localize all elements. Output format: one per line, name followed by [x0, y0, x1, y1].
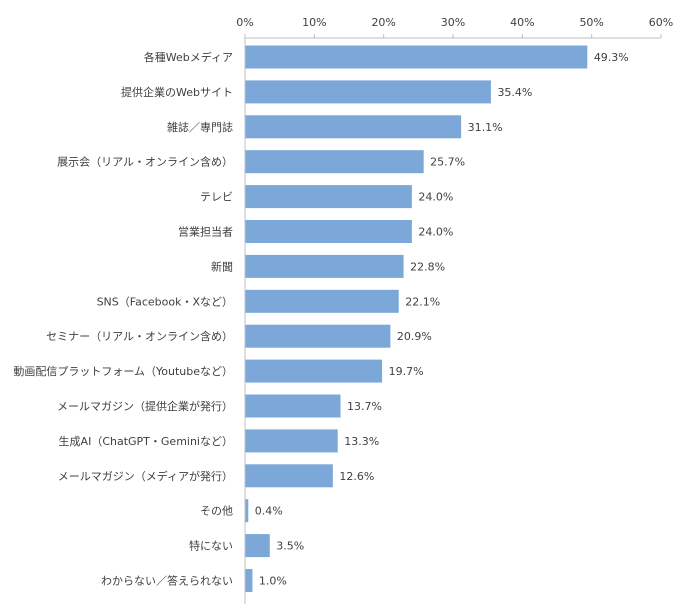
category-label: 提供企業のWebサイト: [121, 85, 233, 99]
data-label: 0.4%: [255, 505, 283, 518]
category-label: 各種Webメディア: [144, 50, 233, 64]
category-label: テレビ: [200, 191, 233, 204]
data-label: 12.6%: [339, 470, 374, 483]
x-tick-label: 40%: [510, 16, 534, 29]
category-label: メールマガジン（提供企業が発行）: [57, 399, 233, 413]
bar: [245, 324, 391, 348]
bar: [245, 45, 588, 69]
bar: [245, 534, 270, 558]
data-label: 3.5%: [276, 540, 304, 553]
category-label: SNS（Facebook・Xなど）: [97, 295, 233, 308]
category-label: 雑誌／専門誌: [167, 120, 233, 134]
data-label: 13.7%: [347, 400, 382, 413]
bar: [245, 499, 249, 523]
data-label: 49.3%: [594, 51, 629, 64]
x-tick-label: 50%: [579, 16, 603, 29]
bar: [245, 464, 333, 488]
category-label: 営業担当者: [178, 225, 233, 239]
bar: [245, 569, 253, 592]
data-label: 22.1%: [405, 295, 440, 308]
data-label: 20.9%: [397, 330, 432, 343]
category-label: 生成AI（ChatGPT・Geminiなど）: [59, 434, 233, 448]
bar: [245, 289, 399, 313]
bar: [245, 185, 412, 209]
bar: [245, 394, 341, 418]
data-label: 19.7%: [389, 365, 424, 378]
category-label: 展示会（リアル・オンライン含め）: [57, 155, 233, 169]
data-label: 22.8%: [410, 260, 445, 273]
category-label: 特にない: [189, 539, 233, 553]
data-label: 1.0%: [259, 575, 287, 588]
bar: [245, 220, 412, 243]
data-label: 24.0%: [418, 226, 453, 239]
category-label: 動画配信プラットフォーム（Youtubeなど）: [13, 364, 233, 378]
data-label: 35.4%: [497, 86, 532, 99]
x-tick-label: 30%: [441, 16, 465, 29]
data-label: 31.1%: [468, 121, 503, 134]
x-tick-label: 60%: [649, 16, 673, 29]
data-label: 24.0%: [418, 191, 453, 204]
bar: [245, 359, 383, 383]
category-label: セミナー（リアル・オンライン含め）: [46, 329, 233, 343]
data-label: 13.3%: [344, 435, 379, 448]
category-label: メールマガジン（メディアが発行）: [58, 469, 233, 483]
x-tick-label: 10%: [302, 16, 326, 29]
bar: [245, 429, 338, 453]
category-label: その他: [200, 505, 233, 518]
category-label: わからない／答えられない: [101, 574, 233, 588]
x-tick-label: 0%: [236, 16, 253, 29]
bar: [245, 150, 424, 174]
bar: [245, 80, 491, 104]
category-label: 新聞: [211, 259, 233, 273]
bar: [245, 254, 404, 278]
x-tick-label: 20%: [371, 16, 395, 29]
data-label: 25.7%: [430, 156, 465, 169]
bar: [245, 115, 462, 139]
